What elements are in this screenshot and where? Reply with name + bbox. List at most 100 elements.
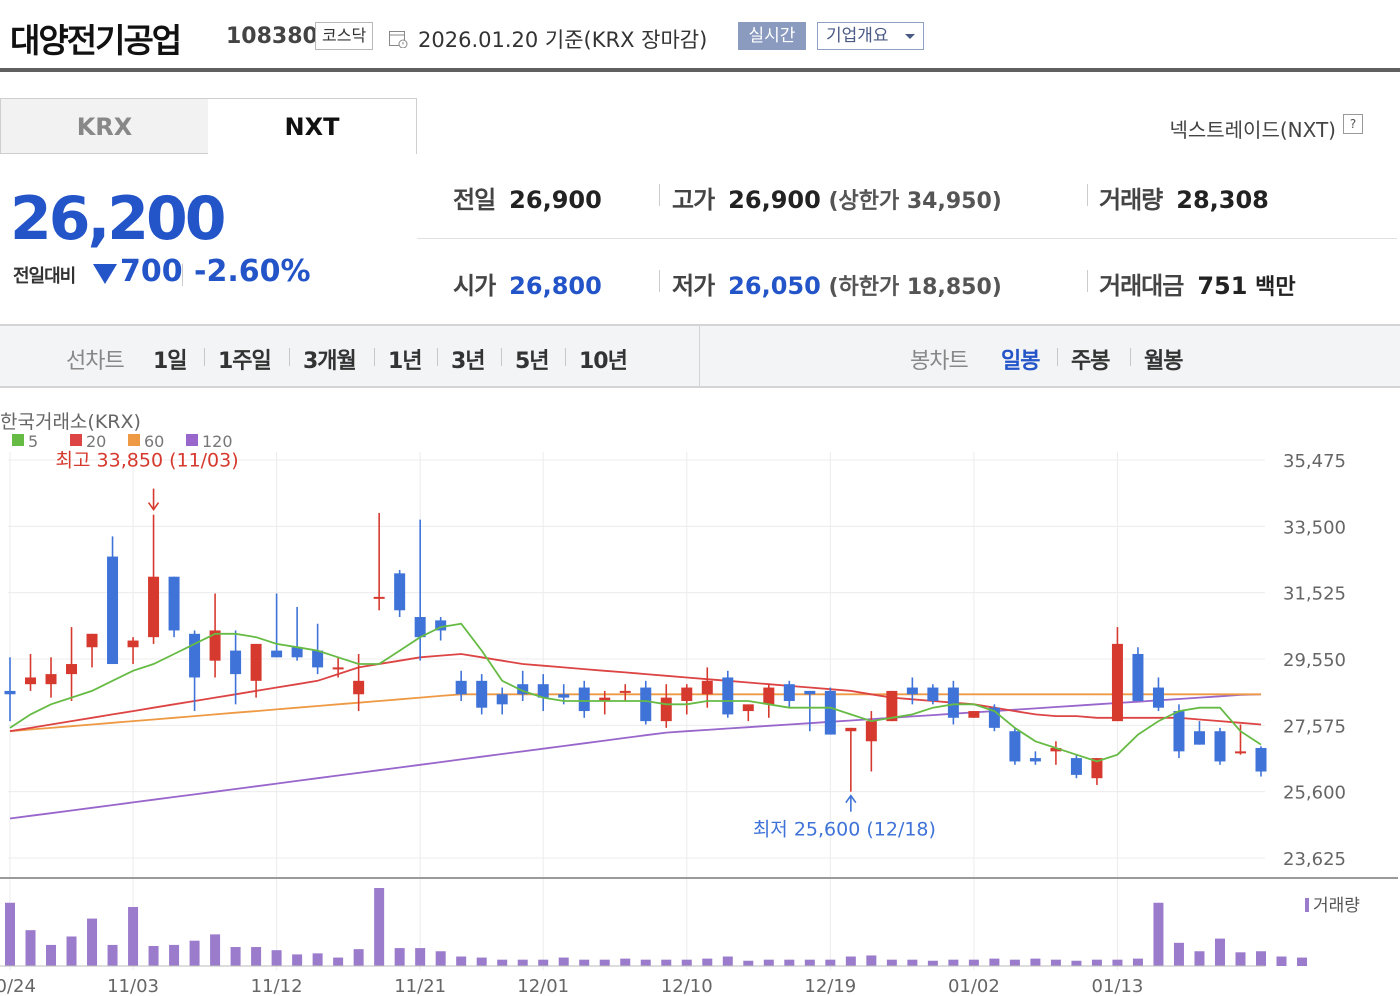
tab-nxt[interactable]: NXT <box>208 98 417 154</box>
volume-bar <box>128 906 139 966</box>
ma20-line <box>9 653 1262 733</box>
open-label: 시가 <box>453 272 496 300</box>
volume-bar <box>292 954 303 966</box>
candle-body <box>107 556 119 665</box>
high-stat: 고가 26,900 (상한가 34,950) <box>672 180 1002 215</box>
low-stat: 저가 26,050 (하한가 18,850) <box>672 266 1002 301</box>
open-stat: 시가 26,800 <box>453 266 602 301</box>
volume-bar <box>866 955 877 966</box>
volume-bar <box>886 959 897 966</box>
period-10y[interactable]: 10년 <box>579 349 628 374</box>
candle-body <box>45 674 57 685</box>
company-info-dropdown[interactable]: 기업개요 <box>817 22 924 50</box>
candle-body <box>1091 758 1103 779</box>
prev-close-label: 전일 <box>453 186 496 214</box>
candle-body <box>394 573 406 611</box>
volume-bar <box>599 959 610 966</box>
volume-bar <box>210 934 221 966</box>
volume-bar <box>784 959 795 966</box>
period-5y[interactable]: 5년 <box>515 349 550 374</box>
volume-bar <box>1071 960 1082 966</box>
divider <box>699 326 700 386</box>
volume-bar <box>1194 951 1205 966</box>
max-arrow-head <box>147 502 160 511</box>
tab-krx[interactable]: KRX <box>0 98 209 154</box>
volume-bar <box>948 959 959 966</box>
candle-body <box>1050 748 1062 752</box>
help-icon[interactable]: ? <box>1343 114 1363 134</box>
candle-body <box>1255 748 1267 772</box>
prev-close-value: 26,900 <box>509 186 602 214</box>
ma60-line <box>9 693 1261 733</box>
candle-body <box>332 667 344 670</box>
volume-bar <box>46 944 57 966</box>
period-1d[interactable]: 1일 <box>153 349 188 374</box>
candle-body <box>86 633 98 648</box>
divider <box>374 348 375 366</box>
volume-bar <box>845 956 856 966</box>
candle-body <box>701 680 713 695</box>
y-tick-label: 27,575 <box>1283 716 1346 737</box>
volume-bar <box>456 956 467 966</box>
candle-body <box>189 633 201 678</box>
high-value: 26,900 <box>728 186 821 214</box>
candle-body <box>1132 653 1144 701</box>
volume-bar <box>5 902 15 966</box>
chevron-down-icon <box>905 34 915 39</box>
divider <box>1130 348 1131 366</box>
candle-body <box>496 694 508 705</box>
candle-body <box>230 650 242 675</box>
ma5-line <box>9 622 1262 763</box>
candle-body <box>148 576 160 638</box>
period-3y[interactable]: 3년 <box>451 349 486 374</box>
candle-daily[interactable]: 일봉 <box>1001 349 1040 374</box>
company-info-label: 기업개요 <box>826 26 889 46</box>
candle-body <box>681 687 693 701</box>
volume-bar <box>620 958 631 966</box>
candle-chart-label: 봉차트 <box>910 349 969 374</box>
min-arrow-head <box>845 794 857 804</box>
volume-bar <box>702 958 713 966</box>
candle-weekly[interactable]: 주봉 <box>1071 349 1110 374</box>
company-name: 대양전기공업 <box>10 21 182 60</box>
volume-bar <box>558 957 569 966</box>
max-price-annotation: 최고 33,850 (11/03) <box>56 450 239 472</box>
candle-body <box>722 677 734 715</box>
volume-bar <box>743 960 754 966</box>
ma-legend-swatch <box>70 434 82 446</box>
stock-code: 108380 <box>226 24 318 49</box>
volume-bar <box>271 950 282 966</box>
candle-body <box>271 650 283 658</box>
current-price: 26,200 <box>10 184 227 254</box>
period-3m[interactable]: 3개월 <box>303 349 357 374</box>
amount-label: 거래대금 <box>1099 272 1184 300</box>
volume-bar <box>1112 959 1123 966</box>
x-date-label: 12/10 <box>661 976 713 996</box>
candle-body <box>763 687 775 705</box>
volume-bar <box>907 959 918 966</box>
divider <box>1087 184 1088 206</box>
volume-bar <box>968 959 979 966</box>
candle-body <box>1193 731 1205 745</box>
realtime-button[interactable]: 실시간 <box>738 22 806 50</box>
stock-header: 대양전기공업 108380 코스닥 2026.01.20 기준(KRX 장마감)… <box>0 0 1400 72</box>
candle-body <box>947 687 959 718</box>
volume-bar <box>353 949 364 966</box>
volume-bar <box>476 957 487 966</box>
volume-bar <box>25 930 36 966</box>
divider <box>659 270 660 292</box>
divider <box>182 264 183 286</box>
volume-bar <box>538 959 549 966</box>
candle-body <box>455 680 467 695</box>
volume-bar <box>681 959 692 966</box>
candle-body <box>968 711 980 718</box>
candle-body <box>845 727 857 732</box>
period-1w[interactable]: 1주일 <box>218 349 272 374</box>
low-label: 저가 <box>672 272 715 300</box>
candle-monthly[interactable]: 월봉 <box>1144 349 1183 374</box>
price-chart[interactable]: 한국거래소(KRX)5 20 60 120 35,475 33,500 31,525 29,5… <box>0 400 1400 996</box>
nxt-link[interactable]: 넥스트레이드(NXT) <box>1169 118 1336 142</box>
volume-bar <box>1091 959 1102 966</box>
period-1y[interactable]: 1년 <box>388 349 423 374</box>
ma-legend-swatch <box>12 434 24 446</box>
